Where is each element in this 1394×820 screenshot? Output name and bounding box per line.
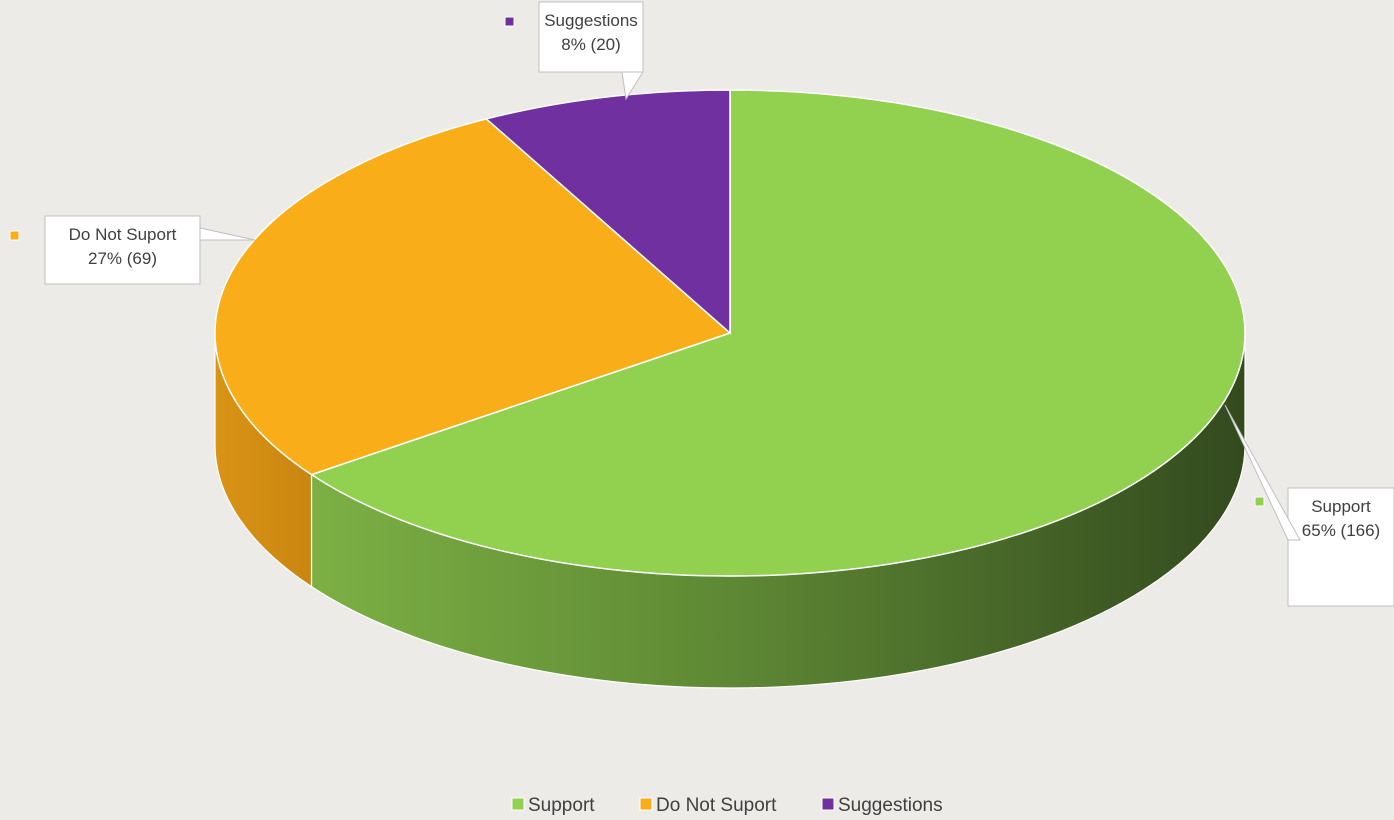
pie-slices bbox=[214, 89, 1246, 577]
data-label-box bbox=[1287, 487, 1394, 607]
pie-slice-do-not-suport bbox=[214, 118, 732, 476]
legend-swatch bbox=[639, 797, 653, 811]
leader-line bbox=[199, 227, 256, 241]
data-label-key-suggestions bbox=[504, 16, 515, 27]
legend-swatch bbox=[821, 797, 835, 811]
data-label-category: Do Not Suport bbox=[69, 225, 177, 244]
data-label-value: 27% (69) bbox=[88, 249, 157, 268]
data-label-suggestions: Suggestions 8% (20) bbox=[538, 1, 644, 101]
leader-line bbox=[621, 71, 644, 101]
legend-item-support: Support bbox=[511, 795, 595, 816]
data-label-support: Support 65% (166) bbox=[1224, 404, 1394, 607]
data-label-category: Suggestions bbox=[544, 11, 638, 30]
legend-label: Do Not Suport bbox=[656, 795, 777, 816]
pie-slice-support bbox=[309, 89, 1246, 577]
data-labels: Support 65% (166) Do Not Suport 27% (69) Sug… bbox=[9, 1, 1394, 607]
data-label-do-not-suport: Do Not Suport 27% (69) bbox=[44, 215, 256, 285]
data-label-key-do-not-suport bbox=[9, 230, 20, 241]
legend-label: Support bbox=[528, 795, 595, 816]
data-label-value: 8% (20) bbox=[561, 35, 621, 54]
leader-line bbox=[1224, 404, 1301, 541]
legend-label: Suggestions bbox=[838, 795, 943, 816]
data-label-value: 65% (166) bbox=[1302, 521, 1380, 540]
data-label-category: Support bbox=[1311, 497, 1371, 516]
pie-slice-suggestions bbox=[484, 89, 731, 335]
data-label-box bbox=[538, 1, 644, 73]
data-label-box bbox=[44, 215, 201, 285]
data-label-key-support bbox=[1254, 496, 1265, 507]
legend-item-do-not-suport: Do Not Suport bbox=[639, 795, 777, 816]
legend-item-suggestions: Suggestions bbox=[821, 795, 943, 816]
legend-swatch bbox=[511, 797, 525, 811]
legend: Support Do Not Suport Suggestions bbox=[511, 795, 943, 816]
